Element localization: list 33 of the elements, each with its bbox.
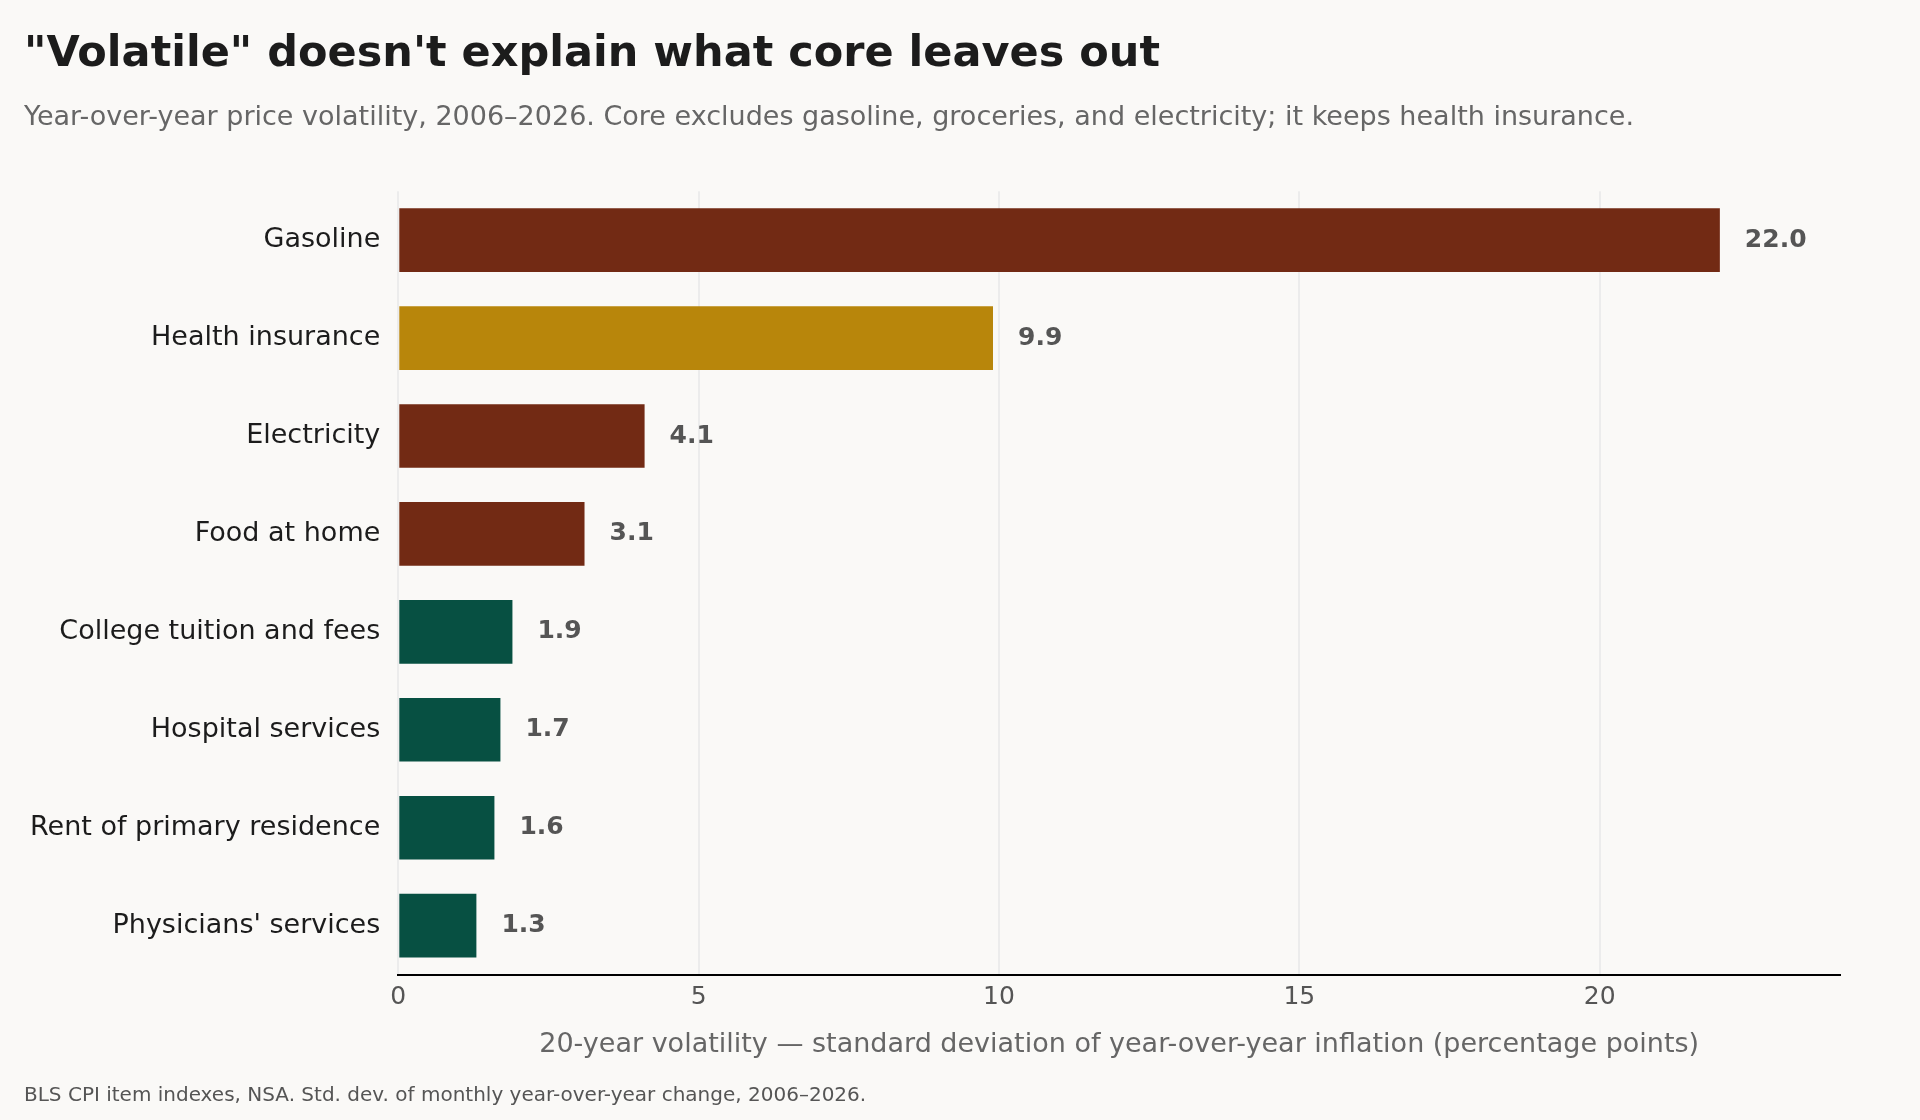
data-label: 1.7: [525, 713, 570, 743]
x-axis-title: 20-year volatility — standard deviation of year-over-year inflation (percentage points): [539, 1026, 1700, 1058]
data-label: 3.1: [609, 517, 654, 547]
chart-subtitle: Year-over-year price volatility, 2006–2026. Core excludes gasoline, groceries, and electricity; it keeps health insurance.: [24, 100, 1635, 131]
bar: [399, 208, 1720, 272]
y-tick-label: Food at home: [194, 515, 381, 547]
bar: [399, 404, 645, 468]
data-label: 1.3: [501, 909, 546, 939]
y-tick-label: Hospital services: [150, 711, 381, 743]
y-tick-label: Electricity: [246, 418, 381, 450]
data-label: 9.9: [1018, 321, 1063, 351]
x-tick-label: 5: [690, 981, 707, 1011]
data-label: 1.6: [519, 811, 564, 841]
bar: [399, 795, 495, 860]
y-tick-label: Rent of primary residence: [29, 809, 381, 841]
bar: [399, 306, 993, 370]
x-tick-label: 10: [983, 981, 1015, 1011]
bar: [399, 893, 477, 958]
data-label: 22.0: [1744, 223, 1807, 253]
data-label: 4.1: [669, 419, 714, 449]
y-tick-label: Health insurance: [151, 320, 381, 352]
bar: [399, 697, 501, 762]
chart-title: "Volatile" doesn't explain what core leaves out: [24, 26, 1160, 76]
bar: [399, 502, 585, 566]
x-tick-label: 20: [1583, 981, 1616, 1011]
y-tick-label: College tuition and fees: [59, 613, 381, 645]
y-tick-label: Gasoline: [263, 222, 381, 254]
y-tick-label: Physicians' services: [112, 907, 381, 939]
data-label: 1.9: [537, 615, 582, 645]
text: BLS CPI item indexes, NSA. Std. dev. of monthly year-over-year change, 2006–2026.: [24, 1082, 867, 1106]
bar: [399, 600, 513, 664]
x-tick-label: 15: [1283, 981, 1316, 1011]
x-tick-label: 0: [390, 981, 407, 1011]
